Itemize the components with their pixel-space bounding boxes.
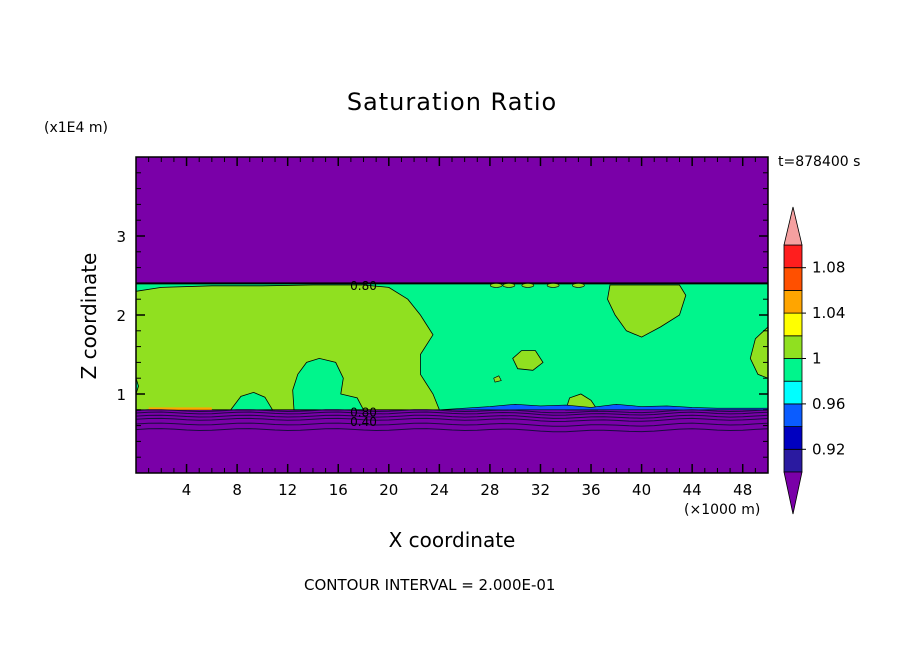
- colorbar-band: [783, 448, 803, 473]
- colorbar-label: 0.96: [812, 395, 845, 413]
- contour-line: [135, 422, 769, 427]
- x-tick-label: 40: [632, 481, 651, 499]
- x-tick-label: 4: [182, 481, 192, 499]
- supersaturated-speck: [502, 283, 516, 288]
- colorbar-band: [783, 426, 803, 450]
- supersaturated-speck: [546, 283, 560, 288]
- x-axis-label: X coordinate: [388, 528, 516, 552]
- contour-line: [135, 417, 769, 423]
- colorbar-band: [783, 358, 803, 382]
- colorbar-label: 1.08: [812, 259, 845, 277]
- colorbar-label: 1: [812, 350, 822, 368]
- x-tick-label: 48: [733, 481, 752, 499]
- x-tick-label: 36: [581, 481, 600, 499]
- colorbar-band: [783, 267, 803, 291]
- colorbar-band: [783, 335, 803, 359]
- supersaturated-patch: [135, 284, 440, 411]
- x-tick-label: 20: [379, 481, 398, 499]
- chart-title: Saturation Ratio: [346, 88, 558, 116]
- contour-label: 0.80: [350, 279, 377, 293]
- plot-layers: [135, 156, 769, 474]
- high-saturation-strip: [148, 407, 212, 410]
- supersaturated-speck: [521, 283, 535, 288]
- x-tick-label: 16: [329, 481, 348, 499]
- time-label: t=878400 s: [778, 154, 861, 170]
- contour-line: [135, 414, 769, 419]
- supersaturated-patch: [512, 350, 544, 371]
- colorbar-band: [783, 312, 803, 337]
- colorbar-label: 0.92: [812, 440, 845, 458]
- saturated-bump: [292, 357, 365, 411]
- y-axis-unit: (x1E4 m): [44, 120, 108, 136]
- x-tick-label: 24: [430, 481, 449, 499]
- colorbar-label: 1.04: [812, 304, 845, 322]
- colorbar-over-arrow: [783, 206, 803, 246]
- supersaturated-speck: [489, 283, 503, 288]
- saturated-bump: [229, 391, 274, 411]
- colorbar-under-arrow: [783, 471, 803, 515]
- x-tick-label: 44: [683, 481, 702, 499]
- contour-interval-label: CONTOUR INTERVAL = 2.000E-01: [304, 576, 556, 594]
- contour-label: 0.80: [350, 405, 377, 419]
- x-axis-unit: (×1000 m): [684, 502, 761, 518]
- colorbar: 1.08 1.04 1 0.96 0.92: [783, 206, 845, 515]
- colorbar-band: [783, 403, 803, 427]
- contour-line: [135, 411, 769, 416]
- x-tick-label: 12: [278, 481, 297, 499]
- colorbar-band: [783, 380, 803, 405]
- supersaturated-speck: [572, 283, 585, 288]
- x-tick-label: 8: [232, 481, 242, 499]
- supersaturated-patch: [493, 375, 502, 383]
- colorbar-band: [783, 244, 803, 269]
- contour-label: 0.40: [350, 415, 377, 429]
- supersaturated-patch: [607, 284, 687, 338]
- y-axis: 1 2 3: [116, 172, 768, 458]
- contour-labels: 0.800.800.40: [350, 279, 377, 429]
- x-tick-label: 28: [480, 481, 499, 499]
- y-axis-label: Z coordinate: [77, 252, 101, 380]
- y-tick-label: 3: [116, 228, 126, 246]
- y-tick-label: 2: [116, 307, 126, 325]
- y-tick-label: 1: [116, 386, 126, 404]
- colorbar-band: [783, 289, 803, 314]
- x-axis: 4 8 12 16 20 24 28 32 36 40 44 48: [148, 157, 756, 499]
- x-tick-label: 32: [531, 481, 550, 499]
- contour-line: [135, 428, 769, 433]
- subsaturated-fringe: [439, 403, 769, 411]
- contour-line: [135, 409, 769, 414]
